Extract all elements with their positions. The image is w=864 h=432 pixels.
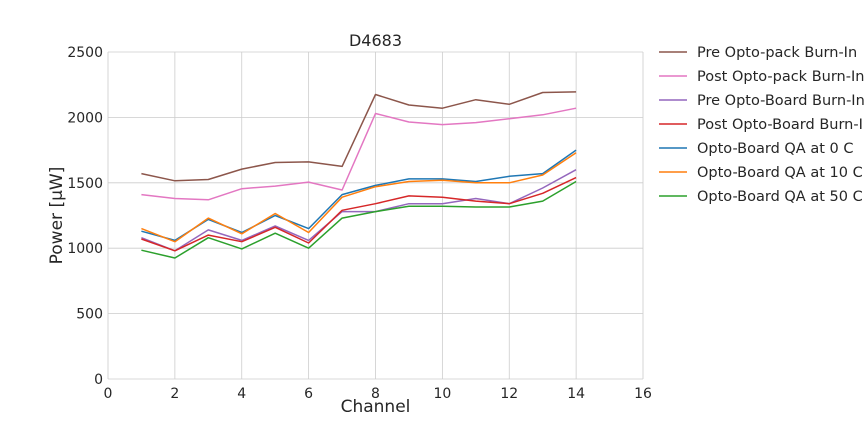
legend: Pre Opto-pack Burn-In Post Opto-pack Burn… [659, 45, 864, 205]
y-tick-label: 500 [76, 307, 103, 323]
series-lines [141, 91, 577, 259]
y-axis-label: Power [μW] [47, 167, 67, 265]
y-tick-label: 1000 [67, 241, 103, 257]
x-tick-label: 16 [634, 386, 652, 402]
legend-label: Opto-Board QA at 10 C [697, 165, 863, 181]
legend-label: Pre Opto-Board Burn-In [697, 93, 864, 109]
legend-label: Post Opto-pack Burn-In [697, 69, 864, 85]
x-tick-label: 12 [500, 386, 518, 402]
y-tick-label: 2000 [67, 110, 103, 126]
grid-lines [107, 51, 644, 380]
series-line [141, 152, 577, 243]
series-line [141, 149, 577, 242]
legend-label: Opto-Board QA at 0 C [697, 141, 853, 157]
x-tick-label: 2 [170, 386, 179, 402]
y-tick-label: 0 [94, 372, 103, 388]
legend-label: Pre Opto-pack Burn-In [697, 45, 857, 61]
x-tick-label: 6 [304, 386, 313, 402]
y-tick-label: 2500 [67, 45, 103, 61]
series-line [141, 176, 577, 252]
x-tick-label: 14 [567, 386, 585, 402]
x-axis-label: Channel [341, 397, 411, 417]
x-tick-label: 4 [237, 386, 246, 402]
series-line [141, 180, 577, 259]
y-tick-label: 1500 [67, 176, 103, 192]
chart-title: D4683 [349, 31, 402, 50]
x-tick-label: 0 [104, 386, 113, 402]
series-line [141, 107, 577, 201]
legend-label: Post Opto-Board Burn-In [697, 117, 864, 133]
legend-label: Opto-Board QA at 50 C [697, 189, 863, 205]
x-tick-label: 10 [433, 386, 451, 402]
series-line [141, 91, 577, 182]
x-tick-label: 8 [371, 386, 380, 402]
tick-labels: 0 2 4 6 8 10 12 14 16 0 500 1000 1500 2000 2500 [67, 45, 652, 402]
